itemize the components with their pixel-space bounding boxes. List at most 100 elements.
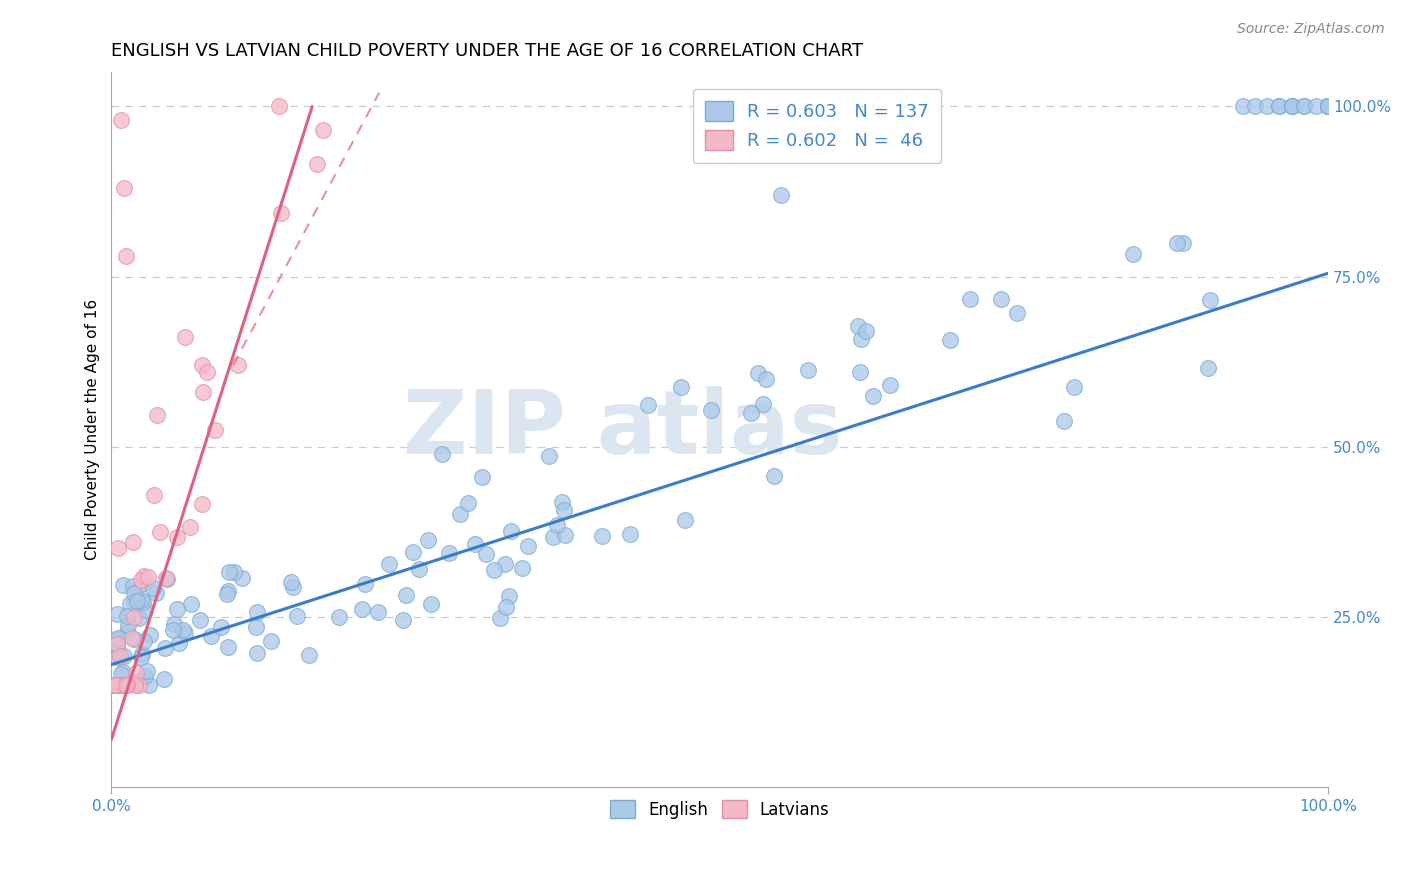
- Point: [1305, 99, 1327, 113]
- Point: [990, 293, 1012, 307]
- Point: [122, 610, 145, 624]
- Point: [124, 675, 146, 690]
- Point: [541, 530, 564, 544]
- Point: [537, 449, 560, 463]
- Point: [546, 518, 568, 533]
- Point: [188, 613, 211, 627]
- Point: [669, 380, 692, 394]
- Point: [501, 524, 523, 538]
- Point: [591, 529, 613, 543]
- Point: [419, 597, 441, 611]
- Point: [107, 631, 129, 645]
- Point: [352, 602, 374, 616]
- Point: [209, 620, 232, 634]
- Point: [125, 665, 148, 680]
- Point: [104, 678, 127, 692]
- Point: [129, 577, 152, 591]
- Point: [1197, 360, 1219, 375]
- Point: [138, 678, 160, 692]
- Point: [494, 558, 516, 572]
- Point: [1281, 99, 1303, 113]
- Point: [134, 569, 156, 583]
- Point: [131, 647, 153, 661]
- Point: [174, 330, 197, 344]
- Point: [1317, 99, 1340, 113]
- Point: [1053, 413, 1076, 427]
- Point: [408, 562, 430, 576]
- Point: [769, 188, 792, 202]
- Point: [136, 664, 159, 678]
- Point: [862, 389, 884, 403]
- Point: [1317, 99, 1340, 113]
- Point: [115, 678, 138, 692]
- Point: [115, 249, 138, 263]
- Point: [217, 584, 239, 599]
- Point: [166, 530, 188, 544]
- Text: ENGLISH VS LATVIAN CHILD POVERTY UNDER THE AGE OF 16 CORRELATION CHART: ENGLISH VS LATVIAN CHILD POVERTY UNDER T…: [111, 42, 863, 60]
- Point: [131, 649, 153, 664]
- Point: [156, 572, 179, 586]
- Point: [510, 560, 533, 574]
- Point: [191, 358, 214, 372]
- Point: [136, 570, 159, 584]
- Point: [673, 513, 696, 527]
- Point: [163, 617, 186, 632]
- Point: [439, 546, 461, 560]
- Point: [755, 372, 778, 386]
- Point: [122, 632, 145, 647]
- Point: [115, 625, 138, 640]
- Point: [174, 626, 197, 640]
- Point: [231, 571, 253, 585]
- Point: [449, 507, 471, 521]
- Point: [280, 574, 302, 589]
- Point: [112, 181, 135, 195]
- Point: [117, 617, 139, 632]
- Point: [122, 534, 145, 549]
- Point: [1166, 235, 1188, 250]
- Point: [111, 678, 134, 692]
- Point: [114, 678, 136, 692]
- Point: [1268, 99, 1291, 113]
- Point: [134, 634, 156, 648]
- Point: [167, 636, 190, 650]
- Point: [855, 324, 877, 338]
- Point: [222, 565, 245, 579]
- Point: [959, 292, 981, 306]
- Point: [180, 597, 202, 611]
- Point: [484, 563, 506, 577]
- Point: [457, 495, 479, 509]
- Point: [637, 398, 659, 412]
- Point: [312, 123, 335, 137]
- Point: [740, 406, 762, 420]
- Point: [193, 384, 215, 399]
- Point: [246, 646, 269, 660]
- Point: [1244, 99, 1267, 113]
- Text: ZIP atlas: ZIP atlas: [402, 386, 842, 474]
- Point: [107, 650, 129, 665]
- Point: [155, 571, 177, 585]
- Point: [110, 113, 132, 128]
- Point: [108, 649, 131, 664]
- Legend: English, Latvians: English, Latvians: [603, 794, 837, 825]
- Point: [145, 408, 167, 422]
- Point: [107, 541, 129, 555]
- Point: [488, 611, 510, 625]
- Point: [104, 678, 127, 692]
- Point: [143, 488, 166, 502]
- Point: [124, 678, 146, 692]
- Point: [215, 587, 238, 601]
- Point: [797, 363, 820, 377]
- Point: [1005, 306, 1028, 320]
- Point: [285, 608, 308, 623]
- Point: [354, 576, 377, 591]
- Point: [846, 318, 869, 333]
- Point: [128, 611, 150, 625]
- Point: [218, 566, 240, 580]
- Point: [104, 678, 127, 692]
- Point: [432, 447, 454, 461]
- Point: [246, 605, 269, 619]
- Point: [392, 613, 415, 627]
- Point: [112, 578, 135, 592]
- Point: [1268, 99, 1291, 113]
- Point: [166, 602, 188, 616]
